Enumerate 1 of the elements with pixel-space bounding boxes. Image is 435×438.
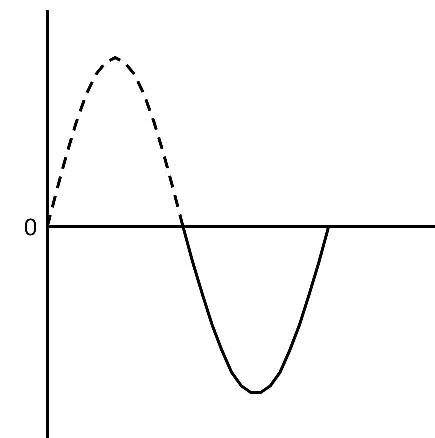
text: 0 xyxy=(24,214,38,242)
